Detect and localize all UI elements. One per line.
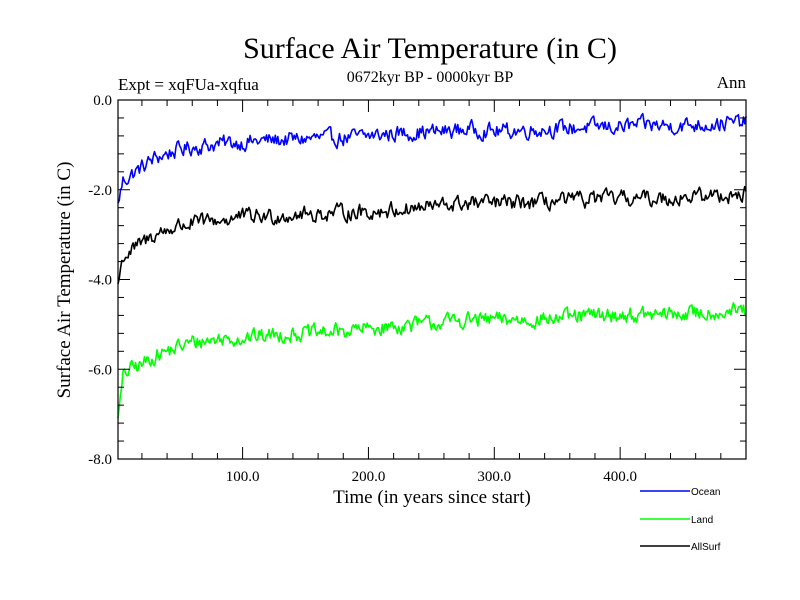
series-line-land: [117, 302, 747, 419]
tick-layer: 100.0 200.0 300.0 400.0 0.0 -2.0 -4.0 -6.0 -8.0: [88, 93, 746, 485]
y-tick-label: 0.0: [93, 93, 112, 109]
x-tick-label: 200.0: [352, 469, 386, 485]
y-tick-label: -6.0: [88, 362, 112, 378]
plot-frame: [117, 99, 747, 460]
chart-title: Surface Air Temperature (in C): [243, 32, 617, 65]
legend-label-land: Land: [691, 515, 713, 526]
chart-subtitle: 0672kyr BP - 0000kyr BP: [347, 69, 514, 86]
series-layer: [117, 112, 747, 419]
series-line-ocean: [117, 112, 747, 204]
expt-label: Expt = xqFUa-xqfua: [118, 75, 259, 94]
x-tick-label: 400.0: [603, 469, 637, 485]
legend-label-allsurf: AllSurf: [691, 542, 721, 553]
x-tick-label: 300.0: [477, 469, 511, 485]
x-axis-label: Time (in years since start): [333, 487, 531, 508]
season-label: Ann: [717, 73, 747, 92]
legend-label-ocean: Ocean: [691, 487, 720, 498]
y-tick-label: -4.0: [88, 273, 112, 289]
legend: Ocean Land AllSurf: [640, 487, 721, 553]
y-axis-label: Surface Air Temperature (in C): [54, 162, 75, 399]
x-tick-label: 100.0: [226, 469, 260, 485]
y-tick-label: -2.0: [88, 183, 112, 199]
series-line-allsurf: [117, 185, 747, 285]
y-tick-label: -8.0: [88, 452, 112, 468]
